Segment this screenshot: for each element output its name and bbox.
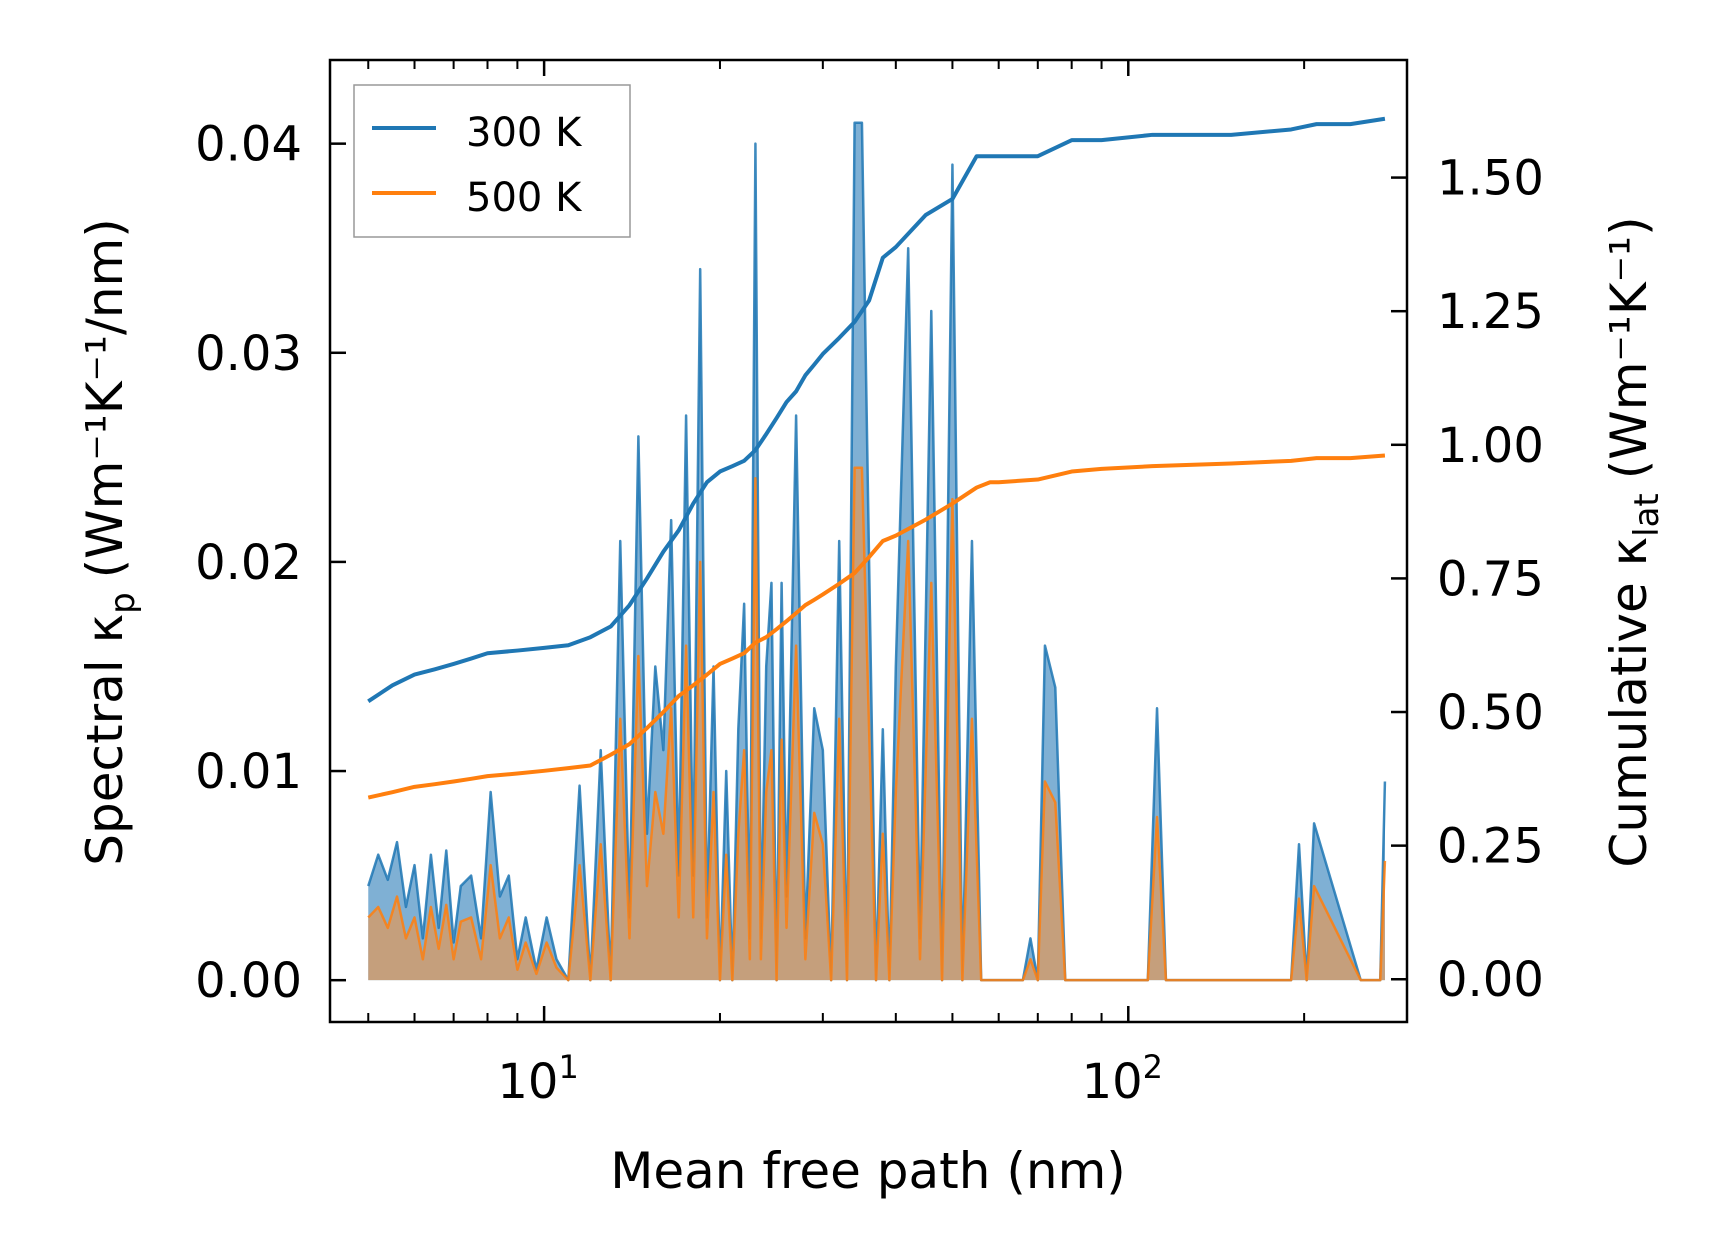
y-axis-label: Spectral κp (Wm⁻¹K⁻¹/nm)	[76, 218, 143, 865]
y2-axis-label-sub: lat	[1627, 493, 1667, 537]
spectral-area-500k	[368, 467, 1385, 981]
spectral-fill-layer	[367, 121, 1387, 982]
y2-tick-label: 0.25	[1437, 819, 1544, 875]
y2-tick-label: 0.75	[1437, 551, 1544, 607]
y2-tick-label: 1.50	[1437, 151, 1544, 207]
plot-frame	[328, 58, 1409, 1024]
y2-tick-label: 0.50	[1437, 685, 1544, 741]
y-axis-label-main: Spectral κ	[76, 614, 134, 866]
y2-tick-label: 1.25	[1437, 284, 1544, 340]
y2-axis-label: Cumulative κlat (Wm⁻¹K⁻¹)	[1600, 216, 1667, 867]
x-tick-label: 101	[497, 1048, 578, 1110]
legend-label-300k: 300 K	[466, 110, 583, 156]
legend-label-500k: 500 K	[466, 175, 583, 221]
y-axis-label-units: (Wm⁻¹K⁻¹/nm)	[76, 218, 134, 578]
y-tick-label: 0.01	[195, 744, 302, 800]
legend: 300 K 500 K	[353, 84, 631, 238]
y-tick-label: 0.00	[195, 953, 302, 1009]
legend-box	[353, 84, 631, 238]
spectral-line-500k	[367, 466, 1387, 982]
y2-tick-label: 1.00	[1437, 418, 1544, 474]
y2-tick-label: 0.00	[1437, 952, 1544, 1008]
cumulative-line-500k	[367, 453, 1386, 800]
y-tick-label: 0.03	[195, 326, 302, 382]
y2-axis-label-units: (Wm⁻¹K⁻¹)	[1600, 216, 1658, 479]
series-line-layer	[367, 116, 1386, 800]
y2-axis-label-main: Cumulative κ	[1600, 537, 1658, 868]
y-axis-label-sub: p	[103, 592, 143, 614]
y-tick-label: 0.02	[195, 535, 302, 591]
x-tick-label: 102	[1082, 1048, 1163, 1110]
x-axis-label: Mean free path (nm)	[610, 1142, 1126, 1200]
y-tick-label: 0.04	[195, 117, 302, 173]
cumulative-line-300k	[367, 116, 1386, 703]
tick-layer: 0.00 0.01 0.02 0.03 0.04 0.00 0.25 0.50 0.75 1.00…	[195, 60, 1544, 1110]
